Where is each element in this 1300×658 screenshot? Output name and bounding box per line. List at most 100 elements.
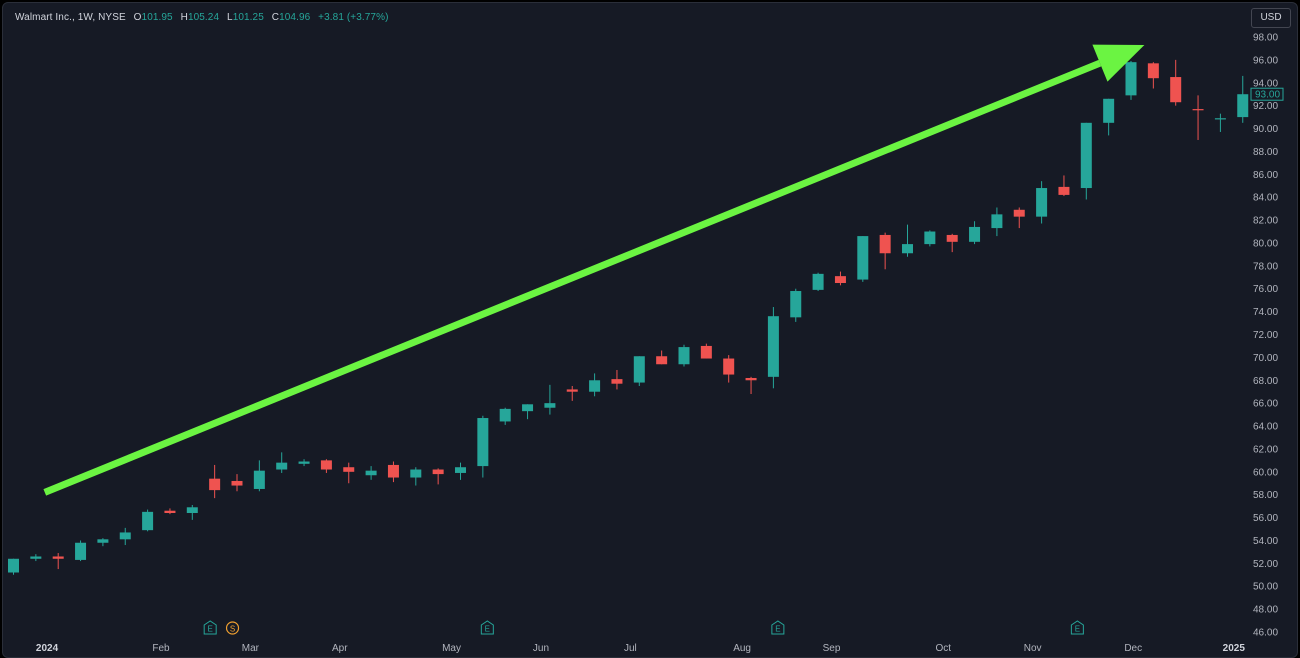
x-tick-label: Aug (733, 643, 751, 654)
y-tick-label: 66.00 (1253, 399, 1278, 410)
candle-body[interactable] (812, 273, 824, 290)
candle-body[interactable] (522, 404, 534, 412)
x-tick-label: Apr (332, 643, 348, 654)
candle-body[interactable] (410, 469, 422, 478)
x-tick-label: Jul (624, 643, 637, 654)
y-tick-label: 98.00 (1253, 33, 1278, 44)
y-tick-label: 96.00 (1253, 55, 1278, 66)
close-value: 104.96 (279, 12, 311, 23)
low-label: L (227, 12, 233, 23)
candle-body[interactable] (1237, 94, 1249, 118)
candle-body[interactable] (790, 291, 802, 318)
last-price-label: 93.00 (1255, 90, 1280, 101)
candle-body[interactable] (298, 461, 310, 464)
candle-body[interactable] (1147, 63, 1159, 79)
candle-body[interactable] (589, 380, 601, 392)
candle-body[interactable] (253, 470, 265, 489)
candle-body[interactable] (633, 356, 645, 383)
candle-body[interactable] (455, 467, 466, 473)
candle-body[interactable] (52, 556, 64, 559)
change-value: +3.81 (+3.77%) (318, 12, 389, 23)
candle-body[interactable] (1170, 77, 1182, 103)
candle-body[interactable] (1103, 98, 1115, 123)
y-tick-label: 86.00 (1253, 170, 1278, 181)
candle-body[interactable] (432, 469, 444, 475)
candle-body[interactable] (767, 316, 779, 377)
earnings-event-marker[interactable] (480, 620, 494, 635)
y-tick-label: 72.00 (1253, 330, 1278, 341)
candle-body[interactable] (1214, 118, 1226, 120)
candle-body[interactable] (97, 539, 109, 543)
candle-body[interactable] (499, 408, 511, 422)
y-tick-label: 48.00 (1253, 605, 1278, 616)
candle-body[interactable] (745, 377, 757, 381)
candle-body[interactable] (75, 542, 87, 560)
split-event-marker[interactable] (225, 621, 240, 635)
candle-body[interactable] (387, 464, 399, 478)
candle-body[interactable] (924, 231, 936, 245)
candle-body[interactable] (276, 462, 288, 470)
candle-body[interactable] (656, 356, 668, 365)
high-value: 105.24 (187, 12, 220, 23)
candle-body[interactable] (320, 460, 332, 470)
y-tick-label: 82.00 (1253, 216, 1278, 227)
candle-body[interactable] (1058, 186, 1070, 195)
y-tick-label: 90.00 (1253, 124, 1278, 135)
y-tick-label: 78.00 (1253, 261, 1278, 272)
y-tick-label: 74.00 (1253, 307, 1278, 318)
y-tick-label: 94.00 (1253, 78, 1278, 89)
earnings-event-label: E (485, 625, 490, 634)
y-tick-label: 52.00 (1253, 559, 1278, 570)
x-tick-label: Dec (1124, 643, 1142, 654)
y-tick-label: 54.00 (1253, 536, 1278, 547)
y-tick-label: 58.00 (1253, 490, 1278, 501)
candle-body[interactable] (678, 347, 690, 365)
candle-body[interactable] (343, 467, 355, 472)
candle-body[interactable] (834, 276, 846, 284)
symbol-title[interactable]: Walmart Inc., 1W, NYSE (15, 12, 126, 23)
currency-button[interactable]: USD (1251, 8, 1291, 28)
candle-body[interactable] (1192, 109, 1204, 111)
candle-body[interactable] (946, 234, 958, 242)
candle-body[interactable] (544, 403, 556, 408)
x-tick-label: Nov (1024, 643, 1042, 654)
trend-arrow-head[interactable] (1092, 44, 1145, 82)
candle-body[interactable] (1125, 62, 1137, 96)
candle-body[interactable] (857, 236, 869, 280)
candle-body[interactable] (30, 556, 42, 559)
x-tick-label: Sep (823, 643, 841, 654)
earnings-event-marker[interactable] (203, 620, 217, 635)
earnings-event-marker[interactable] (771, 620, 785, 635)
x-tick-label: Mar (242, 643, 260, 654)
candle-body[interactable] (723, 358, 735, 375)
candle-body[interactable] (186, 507, 198, 513)
candle-body[interactable] (991, 214, 1003, 229)
symbol-legend: Walmart Inc., 1W, NYSE O101.95 H105.24 L… (15, 12, 389, 23)
candle-body[interactable] (611, 379, 623, 384)
candle-body[interactable] (209, 478, 221, 491)
candle-body[interactable] (231, 480, 243, 486)
candle-body[interactable] (879, 234, 891, 254)
candle-body[interactable] (142, 511, 154, 531)
candle-body[interactable] (902, 244, 913, 254)
candle-body[interactable] (1080, 122, 1092, 189)
earnings-event-label: E (775, 625, 780, 634)
candle-body[interactable] (477, 418, 489, 467)
candle-body[interactable] (365, 470, 377, 476)
candle-body[interactable] (969, 226, 981, 242)
y-tick-label: 64.00 (1253, 422, 1278, 433)
candle-body[interactable] (119, 532, 131, 540)
y-tick-label: 56.00 (1253, 513, 1278, 524)
open-label: O (133, 12, 142, 23)
earnings-event-marker[interactable] (1070, 620, 1084, 635)
candle-body[interactable] (1013, 209, 1025, 217)
candle-body[interactable] (700, 345, 712, 359)
candle-body[interactable] (1036, 188, 1048, 217)
candle-body[interactable] (8, 558, 19, 573)
trend-arrow-shaft[interactable] (43, 59, 1102, 496)
y-tick-label: 88.00 (1253, 147, 1278, 158)
candle-body[interactable] (566, 389, 578, 392)
candle-body[interactable] (164, 510, 176, 513)
open-value: 101.95 (141, 12, 173, 23)
